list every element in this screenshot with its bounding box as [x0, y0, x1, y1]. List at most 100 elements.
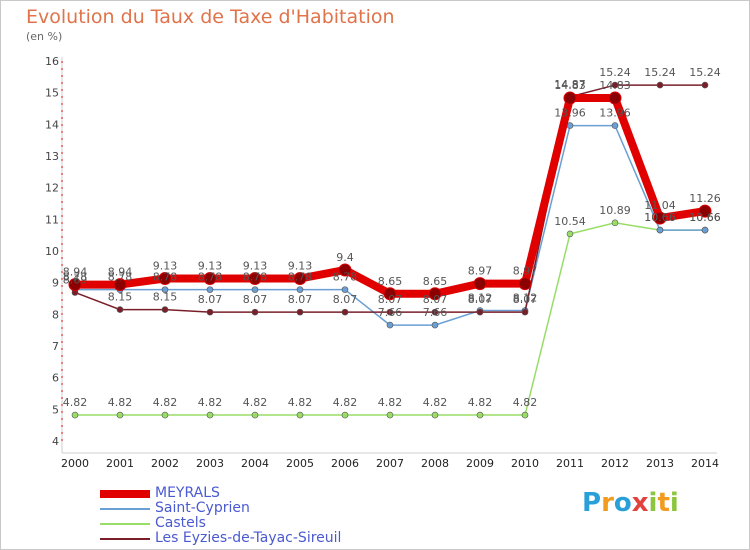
x-tick-label: 2012: [601, 457, 629, 470]
data-point: [698, 204, 712, 218]
data-point: [476, 308, 484, 316]
data-label: 14.83: [599, 79, 631, 92]
logo-letter: x: [631, 488, 649, 518]
data-point: [611, 81, 619, 89]
data-label: 15.24: [689, 66, 721, 79]
x-tick-label: 2002: [151, 457, 179, 470]
data-label: 11.26: [689, 192, 721, 205]
data-point: [653, 211, 667, 225]
logo-letter: i: [669, 488, 679, 518]
data-label: 10.66: [644, 211, 676, 224]
x-tick-label: 2000: [61, 457, 89, 470]
y-tick-label: 11: [45, 213, 59, 226]
data-point: [431, 308, 439, 316]
data-point: [611, 122, 619, 129]
data-label: 4.82: [378, 396, 403, 409]
data-label: 8.07: [468, 293, 493, 306]
data-point: [473, 277, 487, 291]
data-point: [248, 272, 262, 286]
data-point: [701, 81, 709, 89]
data-label: 9.13: [153, 260, 178, 273]
data-label: 8.78: [108, 271, 133, 284]
data-point: [161, 306, 169, 313]
proxiti-logo: Proxiti: [582, 488, 679, 518]
data-label: 8.97: [513, 265, 538, 278]
data-label: 8.12: [468, 292, 493, 305]
data-label: 14.83: [554, 79, 586, 92]
data-point: [251, 286, 259, 293]
data-point: [518, 277, 532, 291]
data-point: [203, 272, 217, 286]
data-label: 9.4: [336, 251, 354, 264]
logo-letter: o: [613, 488, 632, 518]
data-label: 10.66: [689, 211, 721, 224]
data-label: 8.65: [378, 275, 403, 288]
data-label: 8.07: [243, 293, 268, 306]
y-tick-label: 10: [45, 245, 59, 258]
data-label: 10.66: [689, 211, 721, 224]
data-label: 11.04: [644, 199, 676, 212]
data-label: 8.78: [243, 271, 268, 284]
data-point: [386, 321, 394, 329]
y-tick-label: 12: [45, 182, 59, 195]
data-label: 13.96: [599, 107, 631, 120]
data-point: [521, 308, 529, 316]
data-label: 8.07: [288, 293, 313, 306]
y-tick-label: 4: [52, 435, 59, 448]
data-point: [251, 308, 259, 316]
y-tick-label: 5: [52, 403, 59, 416]
data-label: 8.15: [153, 291, 178, 304]
legend-label: Les Eyzies-de-Tayac-Sireuil: [155, 530, 342, 546]
data-label: 8.94: [63, 266, 88, 279]
y-tick-label: 16: [45, 55, 59, 68]
data-point: [206, 411, 214, 419]
data-point: [431, 411, 439, 419]
data-label: 8.07: [378, 293, 403, 306]
data-point: [206, 286, 214, 293]
data-label: 8.94: [108, 266, 133, 279]
x-tick-label: 2003: [196, 457, 224, 470]
data-label: 4.82: [423, 396, 448, 409]
data-point: [158, 272, 172, 286]
x-tick-label: 2004: [241, 457, 269, 470]
data-label: 4.82: [108, 396, 133, 409]
legend-swatch: [100, 490, 150, 498]
data-label: 8.15: [108, 291, 133, 304]
data-label: 8.78: [333, 271, 358, 284]
logo-letter: t: [657, 488, 670, 518]
y-tick-label: 9: [52, 277, 59, 290]
data-point: [296, 308, 304, 316]
data-label: 4.82: [63, 396, 88, 409]
data-point: [293, 272, 307, 286]
data-label: 8.07: [198, 293, 223, 306]
data-point: [251, 411, 259, 419]
data-label: 8.07: [423, 293, 448, 306]
data-point: [476, 411, 484, 419]
data-label: 8.78: [63, 271, 88, 284]
data-point: [611, 219, 619, 227]
data-label: 4.82: [198, 396, 223, 409]
data-point: [68, 278, 82, 292]
legend-label: Saint-Cyprien: [155, 500, 250, 516]
logo-letter: i: [648, 488, 658, 518]
data-label: 7.66: [423, 306, 448, 319]
data-point: [701, 226, 709, 234]
data-label: 10.66: [644, 211, 676, 224]
data-point: [116, 411, 124, 419]
data-point: [206, 308, 214, 316]
data-label: 15.24: [599, 66, 631, 79]
data-point: [431, 321, 439, 329]
data-label: 9.13: [243, 260, 268, 273]
x-tick-label: 2013: [646, 457, 674, 470]
data-point: [116, 306, 124, 313]
x-tick-label: 2007: [376, 457, 404, 470]
data-label: 4.82: [288, 396, 313, 409]
data-point: [383, 287, 397, 301]
data-point: [386, 308, 394, 316]
data-point: [161, 411, 169, 419]
data-label: 13.96: [554, 107, 586, 120]
data-label: 15.24: [644, 66, 676, 79]
x-tick-label: 2010: [511, 457, 539, 470]
data-point: [428, 287, 442, 301]
